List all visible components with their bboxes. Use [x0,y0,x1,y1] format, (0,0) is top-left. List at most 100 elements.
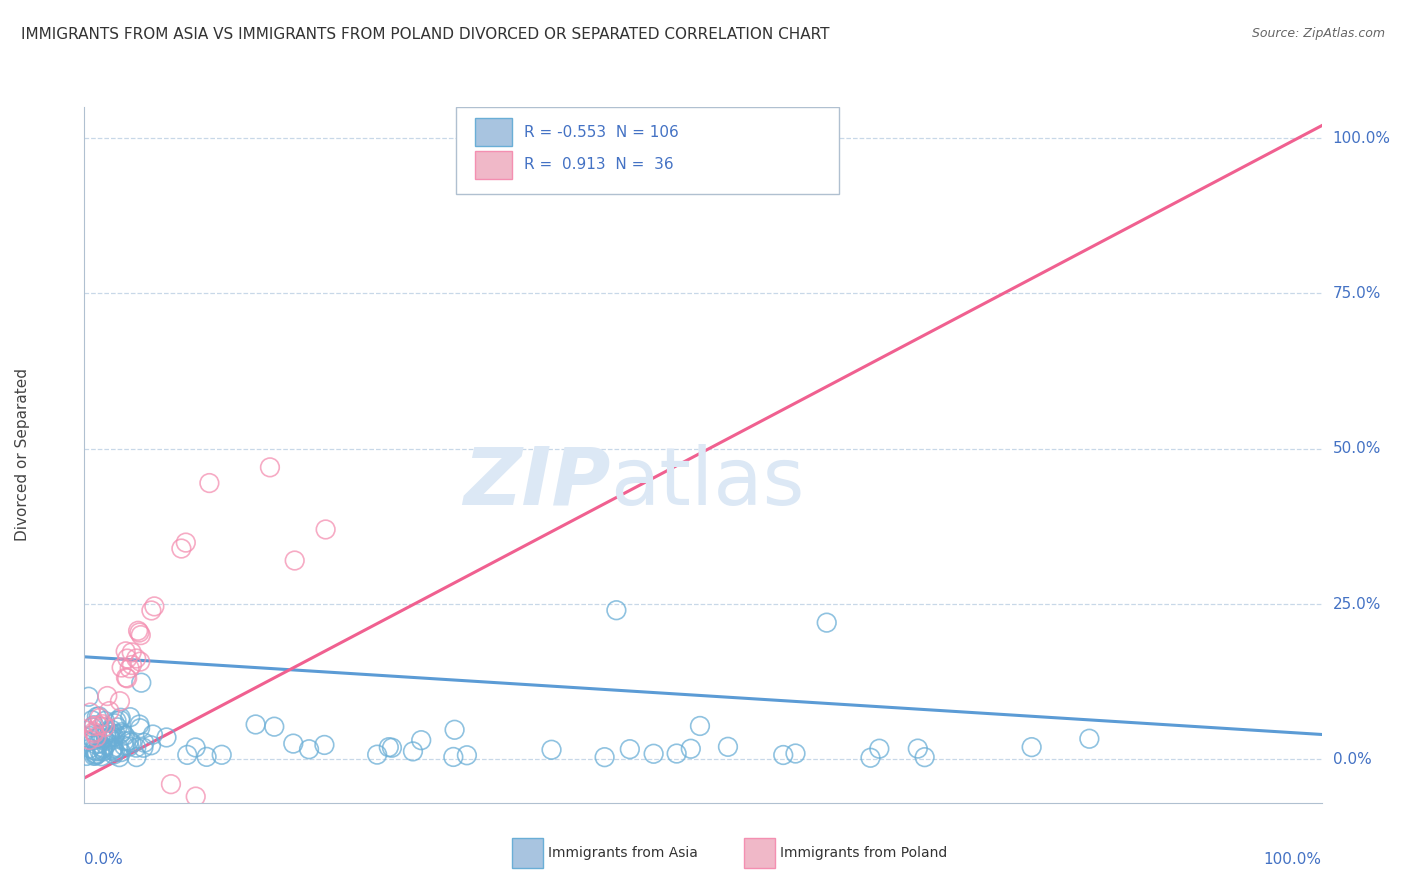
FancyBboxPatch shape [475,151,512,178]
Point [83,733,105,747]
Point [112,734,135,748]
Point [381,740,404,755]
Point [142,727,165,741]
Point [103,730,125,744]
Point [112,739,135,753]
Point [83,748,105,763]
Point [77,734,100,748]
Point [83,719,105,733]
Point [84,737,107,751]
Point [605,603,627,617]
Point [96,689,118,703]
Point [174,535,197,549]
Point [198,476,221,491]
Point [91,740,114,755]
Point [101,731,124,745]
Text: Source: ZipAtlas.com: Source: ZipAtlas.com [1251,27,1385,40]
Point [127,624,149,638]
Point [785,747,807,761]
Point [108,694,131,708]
Point [245,717,267,731]
FancyBboxPatch shape [744,838,775,868]
Point [86,710,108,724]
Text: atlas: atlas [610,443,804,522]
Point [77,690,100,704]
Point [643,747,665,761]
Point [314,738,336,752]
Point [259,460,281,475]
Point [90,749,112,764]
Point [84,747,107,761]
FancyBboxPatch shape [475,118,512,146]
Point [115,671,138,685]
Point [93,744,115,758]
Point [129,721,152,735]
Point [170,541,193,556]
Point [104,727,127,741]
FancyBboxPatch shape [456,107,839,194]
Point [79,729,101,743]
Point [87,718,110,732]
Point [94,714,117,728]
Point [105,714,128,728]
Point [103,741,125,756]
Point [184,740,207,755]
Point [94,738,117,752]
Point [125,750,148,764]
Point [134,736,156,750]
Point [107,740,129,755]
Point [110,725,132,739]
Point [125,740,148,755]
Point [868,741,890,756]
Point [87,736,110,750]
Point [91,717,114,731]
Point [108,750,131,764]
Text: IMMIGRANTS FROM ASIA VS IMMIGRANTS FROM POLAND DIVORCED OR SEPARATED CORRELATION: IMMIGRANTS FROM ASIA VS IMMIGRANTS FROM … [21,27,830,42]
Point [80,713,103,727]
Point [129,628,152,642]
Point [100,732,122,747]
Point [263,720,285,734]
Point [101,742,124,756]
Point [98,725,121,739]
Point [114,729,136,743]
Point [315,523,337,537]
Point [143,599,166,614]
Point [907,741,929,756]
Text: Divorced or Separated: Divorced or Separated [15,368,30,541]
Point [914,750,936,764]
Point [195,750,218,764]
Point [86,747,108,762]
Point [82,720,104,734]
Point [98,731,121,745]
Point [665,747,688,761]
Point [176,747,198,762]
Point [129,655,152,669]
Point [1021,740,1043,755]
Point [84,748,107,763]
Point [815,615,838,630]
Point [83,718,105,732]
Point [155,731,177,745]
Point [184,789,207,804]
Point [129,675,152,690]
Point [298,742,321,756]
Point [110,745,132,759]
Point [366,747,388,762]
Point [83,743,105,757]
Text: 0.0%: 0.0% [84,852,124,866]
Point [93,731,115,745]
Point [378,740,401,755]
Point [110,727,132,741]
Point [772,747,794,762]
Point [402,744,425,758]
Point [121,658,143,673]
Point [115,671,138,685]
Point [94,734,117,748]
Point [284,553,307,567]
Point [125,651,148,665]
Point [441,750,464,764]
Point [128,625,150,640]
Point [118,739,141,754]
Point [141,603,163,617]
